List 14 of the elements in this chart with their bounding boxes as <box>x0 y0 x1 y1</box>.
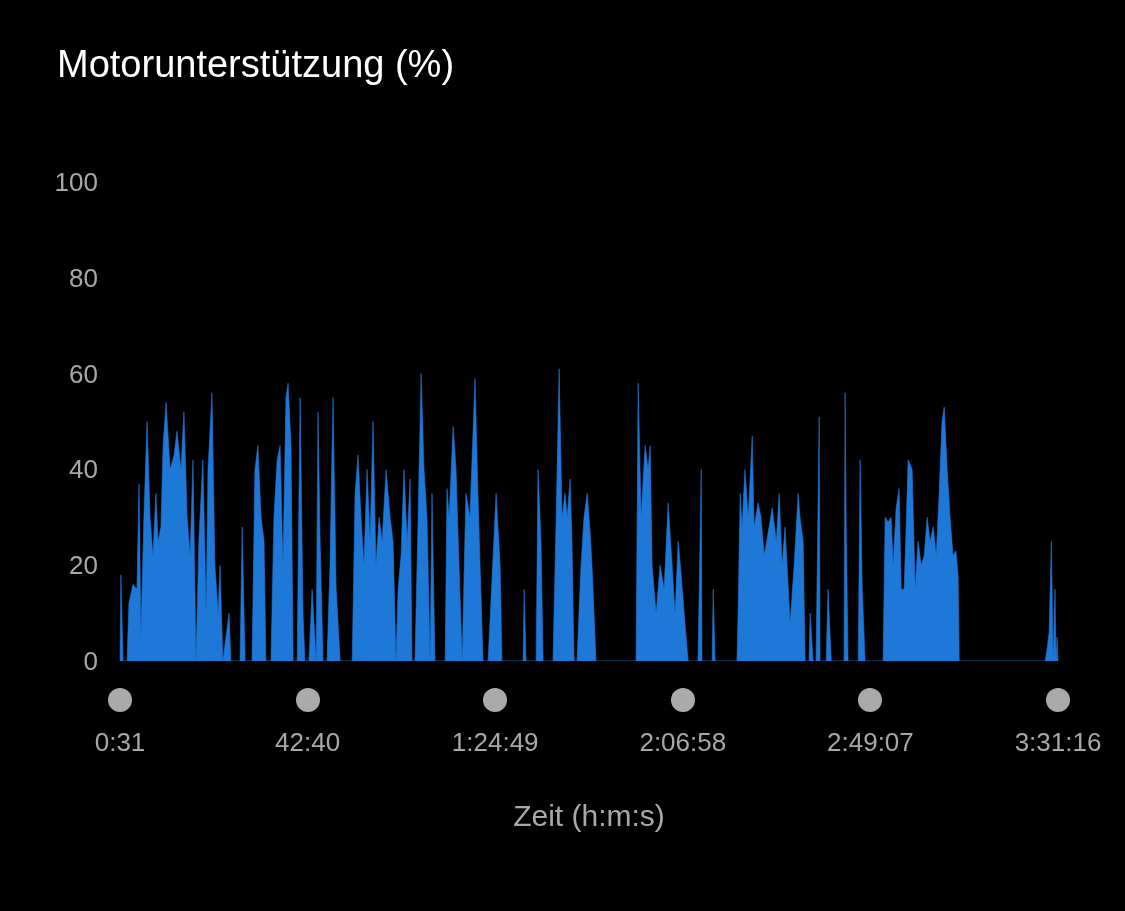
y-tick-label: 40 <box>69 454 98 485</box>
x-axis-title: Zeit (h:m:s) <box>513 798 665 832</box>
y-tick-label: 60 <box>69 358 98 389</box>
x-tick-label: 3:31:16 <box>1014 727 1102 757</box>
y-tick-label: 80 <box>69 262 98 293</box>
x-tick-label: 2:06:58 <box>639 727 727 757</box>
x-tick-label: 42:40 <box>275 727 341 757</box>
y-tick-label: 20 <box>69 550 98 581</box>
x-tick-label: 2:49:07 <box>827 727 914 757</box>
chart-title: Motorunterstützung (%) <box>57 43 455 85</box>
y-tick-label: 0 <box>83 646 98 676</box>
x-tick-label: 1:24:49 <box>451 727 539 757</box>
x-tick-label: 0:31 <box>94 727 146 757</box>
y-tick-label: 100 <box>54 167 98 197</box>
